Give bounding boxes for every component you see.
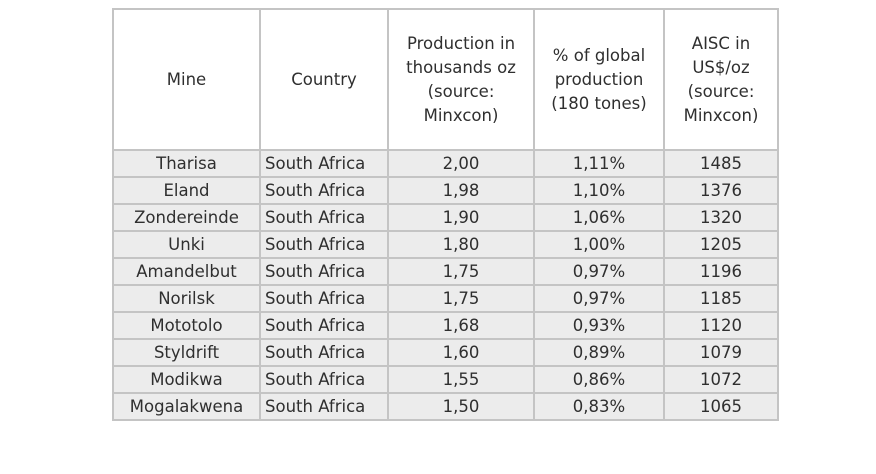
cell-production: 1,75 — [387, 257, 535, 286]
table-row: Modikwa South Africa 1,55 0,86% 1072 — [112, 365, 779, 394]
header-line: Minxcon) — [683, 105, 759, 125]
header-line: (180 tones) — [551, 93, 647, 113]
cell-global-share: 1,11% — [533, 149, 665, 178]
header-line: AISC in — [691, 33, 751, 53]
cell-aisc: 1079 — [663, 338, 779, 367]
cell-aisc: 1120 — [663, 311, 779, 340]
mines-table: Mine Country Production in thousands oz (sou… — [112, 8, 779, 421]
cell-aisc: 1065 — [663, 392, 779, 421]
cell-country: South Africa — [259, 203, 389, 232]
cell-production: 1,50 — [387, 392, 535, 421]
header-line: production — [554, 69, 644, 89]
table-row: Unki South Africa 1,80 1,00% 1205 — [112, 230, 779, 259]
table-row: Mototolo South Africa 1,68 0,93% 1120 — [112, 311, 779, 340]
cell-mine: Tharisa — [112, 149, 261, 178]
header-global-share: % of global production (180 tones) — [533, 8, 665, 151]
cell-production: 1,68 — [387, 311, 535, 340]
cell-mine: Unki — [112, 230, 261, 259]
cell-production: 1,60 — [387, 338, 535, 367]
header-line: US$/oz — [692, 57, 750, 77]
cell-country: South Africa — [259, 365, 389, 394]
cell-global-share: 0,93% — [533, 311, 665, 340]
cell-country: South Africa — [259, 176, 389, 205]
header-country: Country — [259, 8, 389, 151]
cell-mine: Zondereinde — [112, 203, 261, 232]
cell-mine: Norilsk — [112, 284, 261, 313]
cell-country: South Africa — [259, 257, 389, 286]
cell-mine: Mogalakwena — [112, 392, 261, 421]
table-row: Tharisa South Africa 2,00 1,11% 1485 — [112, 149, 779, 178]
header-line: (source: — [427, 81, 495, 101]
cell-country: South Africa — [259, 230, 389, 259]
table-row: Mogalakwena South Africa 1,50 0,83% 1065 — [112, 392, 779, 421]
cell-country: South Africa — [259, 338, 389, 367]
header-mine: Mine — [112, 8, 261, 151]
table-row: Styldrift South Africa 1,60 0,89% 1079 — [112, 338, 779, 367]
cell-aisc: 1185 — [663, 284, 779, 313]
table-row: Norilsk South Africa 1,75 0,97% 1185 — [112, 284, 779, 313]
cell-global-share: 0,97% — [533, 284, 665, 313]
cell-production: 2,00 — [387, 149, 535, 178]
header-line: Mine — [166, 69, 207, 89]
cell-aisc: 1205 — [663, 230, 779, 259]
cell-aisc: 1320 — [663, 203, 779, 232]
cell-production: 1,55 — [387, 365, 535, 394]
cell-global-share: 0,83% — [533, 392, 665, 421]
cell-production: 1,90 — [387, 203, 535, 232]
cell-mine: Modikwa — [112, 365, 261, 394]
cell-production: 1,80 — [387, 230, 535, 259]
cell-global-share: 1,06% — [533, 203, 665, 232]
cell-global-share: 1,00% — [533, 230, 665, 259]
cell-country: South Africa — [259, 392, 389, 421]
cell-global-share: 0,97% — [533, 257, 665, 286]
header-line: (source: — [687, 81, 755, 101]
cell-aisc: 1376 — [663, 176, 779, 205]
cell-aisc: 1072 — [663, 365, 779, 394]
header-line: % of global — [552, 45, 646, 65]
cell-production: 1,75 — [387, 284, 535, 313]
cell-country: South Africa — [259, 284, 389, 313]
cell-global-share: 0,89% — [533, 338, 665, 367]
header-aisc: AISC in US$/oz (source: Minxcon) — [663, 8, 779, 151]
header-line: Minxcon) — [423, 105, 499, 125]
header-row: Mine Country Production in thousands oz (sou… — [112, 8, 779, 151]
cell-mine: Eland — [112, 176, 261, 205]
cell-aisc: 1485 — [663, 149, 779, 178]
cell-country: South Africa — [259, 149, 389, 178]
cell-aisc: 1196 — [663, 257, 779, 286]
cell-mine: Amandelbut — [112, 257, 261, 286]
table-row: Eland South Africa 1,98 1,10% 1376 — [112, 176, 779, 205]
cell-mine: Styldrift — [112, 338, 261, 367]
cell-country: South Africa — [259, 311, 389, 340]
table-row: Zondereinde South Africa 1,90 1,06% 1320 — [112, 203, 779, 232]
header-production: Production in thousands oz (source: Minxcon… — [387, 8, 535, 151]
cell-production: 1,98 — [387, 176, 535, 205]
header-line: Production in — [406, 33, 516, 53]
table-row: Amandelbut South Africa 1,75 0,97% 1196 — [112, 257, 779, 286]
cell-global-share: 1,10% — [533, 176, 665, 205]
cell-mine: Mototolo — [112, 311, 261, 340]
header-line: thousands oz — [406, 57, 516, 77]
cell-global-share: 0,86% — [533, 365, 665, 394]
header-line: Country — [291, 69, 357, 89]
